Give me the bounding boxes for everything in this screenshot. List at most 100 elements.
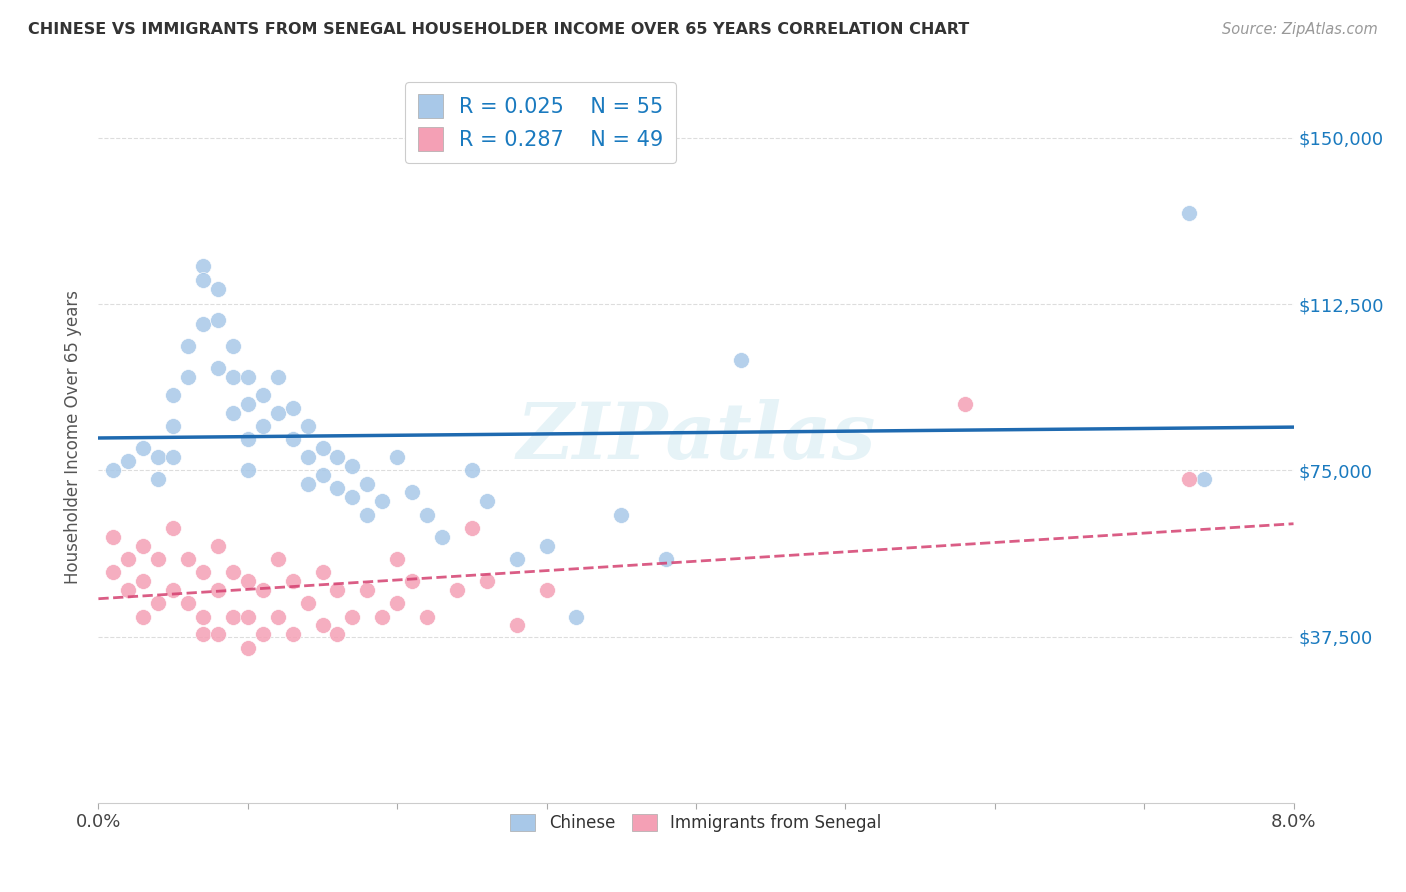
Point [281, 574, 304, 589]
Point [342, 490, 364, 504]
Point [191, 566, 214, 580]
Point [177, 552, 200, 566]
Point [536, 582, 558, 597]
Point [416, 508, 439, 522]
Point [267, 609, 290, 624]
Point [207, 627, 229, 641]
Point [252, 419, 274, 434]
Point [148, 472, 170, 486]
Point [177, 339, 200, 353]
Point [297, 450, 319, 464]
Point [342, 458, 364, 473]
Point [191, 273, 214, 287]
Point [117, 552, 139, 566]
Point [103, 566, 125, 580]
Point [132, 609, 155, 624]
Point [103, 530, 125, 544]
Point [371, 609, 394, 624]
Point [610, 508, 633, 522]
Point [356, 476, 378, 491]
Point [162, 521, 184, 535]
Point [132, 539, 155, 553]
Point [222, 609, 245, 624]
Point [536, 539, 558, 553]
Point [132, 574, 155, 589]
Point [236, 397, 259, 411]
Point [475, 494, 498, 508]
Point [356, 582, 378, 597]
Point [475, 574, 498, 589]
Point [416, 609, 439, 624]
Point [297, 596, 319, 610]
Point [371, 494, 394, 508]
Point [311, 441, 333, 455]
Point [1178, 206, 1201, 220]
Point [148, 596, 170, 610]
Point [162, 419, 184, 434]
Point [267, 370, 290, 384]
Point [730, 352, 752, 367]
Point [252, 582, 274, 597]
Point [207, 282, 229, 296]
Point [953, 397, 976, 411]
Text: Source: ZipAtlas.com: Source: ZipAtlas.com [1222, 22, 1378, 37]
Point [311, 467, 333, 482]
Point [311, 566, 333, 580]
Point [506, 618, 529, 632]
Point [326, 627, 349, 641]
Point [461, 463, 484, 477]
Point [236, 609, 259, 624]
Point [162, 450, 184, 464]
Point [207, 582, 229, 597]
Point [267, 552, 290, 566]
Point [655, 552, 678, 566]
Point [148, 450, 170, 464]
Point [191, 317, 214, 331]
Point [148, 552, 170, 566]
Point [191, 609, 214, 624]
Point [252, 627, 274, 641]
Point [430, 530, 453, 544]
Point [191, 627, 214, 641]
Point [236, 574, 259, 589]
Point [401, 574, 423, 589]
Point [385, 552, 409, 566]
Point [207, 312, 229, 326]
Point [236, 640, 259, 655]
Point [401, 485, 423, 500]
Point [236, 432, 259, 446]
Text: CHINESE VS IMMIGRANTS FROM SENEGAL HOUSEHOLDER INCOME OVER 65 YEARS CORRELATION : CHINESE VS IMMIGRANTS FROM SENEGAL HOUSE… [28, 22, 969, 37]
Point [222, 370, 245, 384]
Point [565, 609, 588, 624]
Point [297, 419, 319, 434]
Point [446, 582, 468, 597]
Point [267, 406, 290, 420]
Point [236, 463, 259, 477]
Point [177, 596, 200, 610]
Point [506, 552, 529, 566]
Point [162, 388, 184, 402]
Point [222, 339, 245, 353]
Point [207, 539, 229, 553]
Point [356, 508, 378, 522]
Point [311, 618, 333, 632]
Point [342, 609, 364, 624]
Point [207, 361, 229, 376]
Point [252, 388, 274, 402]
Point [385, 596, 409, 610]
Point [191, 260, 214, 274]
Point [281, 401, 304, 416]
Point [177, 370, 200, 384]
Point [162, 582, 184, 597]
Point [461, 521, 484, 535]
Point [1178, 472, 1201, 486]
Point [222, 406, 245, 420]
Point [236, 370, 259, 384]
Point [326, 450, 349, 464]
Point [222, 566, 245, 580]
Point [385, 450, 409, 464]
Point [281, 627, 304, 641]
Point [297, 476, 319, 491]
Point [1192, 472, 1215, 486]
Point [117, 454, 139, 468]
